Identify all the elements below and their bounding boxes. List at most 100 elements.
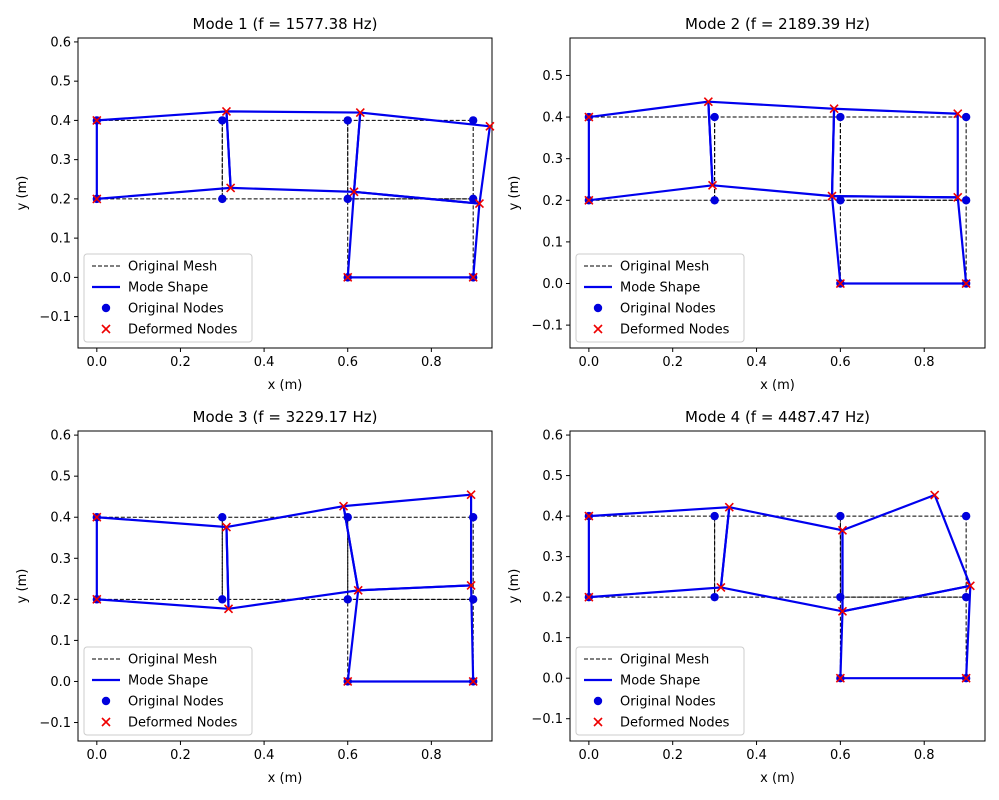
deformed-node <box>584 112 594 122</box>
x-tick-label: 0.8 <box>914 748 935 763</box>
original-node <box>961 196 971 205</box>
legend-box <box>83 646 253 736</box>
deformed-node-stroke <box>716 582 726 592</box>
original-mesh-element <box>839 199 967 285</box>
legend-label: Deformed Nodes <box>128 716 238 731</box>
legend: Original Mesh Mode Shape Original Nodes Def… <box>83 253 253 343</box>
deformed-node-stroke <box>953 192 963 202</box>
legend-swatch-original-nodes <box>593 303 603 313</box>
deformed-node <box>466 580 476 590</box>
legend-label: Original Nodes <box>620 302 716 317</box>
deformed-node <box>953 192 963 202</box>
chart-panel-3: 0.0 0.2 0.4 0.6 0.8 −0.1 0.0 0.1 0.2 0.3 0.4 0.5 0.6… <box>15 408 493 786</box>
deformed-node <box>223 604 234 614</box>
deformed-node <box>343 676 353 687</box>
deformed-node-stroke <box>466 580 476 590</box>
y-tick-label: 0.4 <box>542 510 563 525</box>
deformed-node-stroke <box>485 121 495 131</box>
deformed-node-stroke <box>961 673 971 683</box>
x-tick-label: 0.0 <box>86 748 107 763</box>
y-tick-label: −0.1 <box>39 716 71 731</box>
chart-title: Mode 3 (f = 3229.17 Hz) <box>193 408 378 426</box>
y-axis-label: y (m) <box>507 176 522 211</box>
y-tick-label: 0.0 <box>50 271 71 286</box>
original-node <box>710 196 719 205</box>
deformed-node-stroke <box>468 272 478 282</box>
mode-shape-element <box>352 111 492 205</box>
legend-label: Mode Shape <box>620 674 700 689</box>
deformed-node-stroke <box>92 115 102 125</box>
y-tick-label: 0.2 <box>542 591 563 606</box>
deformed-node <box>92 594 102 604</box>
original-node <box>343 513 352 522</box>
deformed-node <box>835 278 845 289</box>
legend-label: Original Mesh <box>620 653 709 668</box>
y-axis-label: y (m) <box>507 569 522 604</box>
y-tick-label: 0.5 <box>50 470 71 485</box>
deformed-node <box>226 183 236 193</box>
y-tick-label: 0.4 <box>50 511 71 526</box>
deformed-node-stroke <box>953 109 963 119</box>
deformed-node-stroke <box>466 490 476 500</box>
deformed-node <box>716 582 726 592</box>
legend-swatch-deformed-nodes <box>101 324 111 334</box>
original-node <box>961 112 971 122</box>
y-tick-label: 0.4 <box>50 114 71 129</box>
chart-title: Mode 1 (f = 1577.38 Hz) <box>193 15 378 33</box>
y-axis-label: y (m) <box>15 569 30 604</box>
deformed-node-stroke <box>101 717 111 727</box>
deformed-node-stroke <box>221 522 232 532</box>
original-node <box>218 116 227 125</box>
deformed-node-stroke <box>584 511 594 521</box>
deformed-node-stroke <box>349 187 359 197</box>
original-node <box>710 511 719 521</box>
mode-shape-element <box>841 493 972 613</box>
x-tick-label: 0.0 <box>579 355 600 370</box>
mode-shape-element <box>95 516 230 610</box>
x-tick-label: 0.6 <box>337 748 358 763</box>
x-tick-label: 0.6 <box>830 355 851 370</box>
original-node <box>836 196 845 205</box>
legend-label: Mode Shape <box>620 281 700 296</box>
chart-title: Mode 2 (f = 2189.39 Hz) <box>685 15 870 33</box>
mode-shape-element <box>830 195 968 285</box>
chart-panel-2: 0.0 0.2 0.4 0.6 0.8 −0.1 0.0 0.1 0.2 0.3 0.4 0.5 Mod… <box>507 15 986 393</box>
legend-box <box>575 646 745 736</box>
legend: Original Mesh Mode Shape Original Nodes Def… <box>575 646 745 736</box>
y-tick-label: 0.3 <box>542 550 563 565</box>
legend-swatch-original-nodes <box>101 303 111 313</box>
axes-frame <box>77 430 493 742</box>
axes-frame <box>569 430 986 742</box>
original-node <box>343 595 352 604</box>
legend-label: Deformed Nodes <box>620 716 730 731</box>
original-node <box>710 592 719 602</box>
y-tick-label: 0.0 <box>50 675 71 690</box>
y-tick-label: 0.2 <box>542 194 563 209</box>
deformed-node <box>835 673 845 683</box>
y-tick-label: 0.0 <box>542 277 563 292</box>
deformed-node <box>827 191 837 201</box>
deformed-node-stroke <box>837 606 848 616</box>
original-mesh-element <box>347 119 474 200</box>
legend-swatch-deformed-nodes <box>593 324 603 334</box>
original-mesh-element <box>839 596 967 679</box>
deformed-node <box>829 104 839 114</box>
deformed-node-stroke <box>223 604 234 614</box>
deformed-node <box>349 187 359 197</box>
deformed-node <box>353 585 363 595</box>
original-node <box>468 595 478 604</box>
legend-label: Deformed Nodes <box>128 323 238 338</box>
chart-panel-4: 0.0 0.2 0.4 0.6 0.8 −0.1 0.0 0.1 0.2 0.3 0.4 0.5 0.6… <box>507 408 986 786</box>
y-tick-label: 0.5 <box>50 75 71 90</box>
deformed-node-stroke <box>724 502 734 512</box>
deformed-node-stroke <box>355 107 365 118</box>
legend-label: Deformed Nodes <box>620 323 730 338</box>
original-mesh-element <box>588 515 716 598</box>
mode-shape-element <box>225 110 362 193</box>
deformed-node <box>92 115 102 125</box>
y-tick-label: 0.4 <box>542 111 563 126</box>
deformed-node <box>707 180 718 190</box>
deformed-node-stroke <box>221 106 232 116</box>
x-tick-label: 0.2 <box>170 748 191 763</box>
original-mesh-element <box>96 119 223 200</box>
